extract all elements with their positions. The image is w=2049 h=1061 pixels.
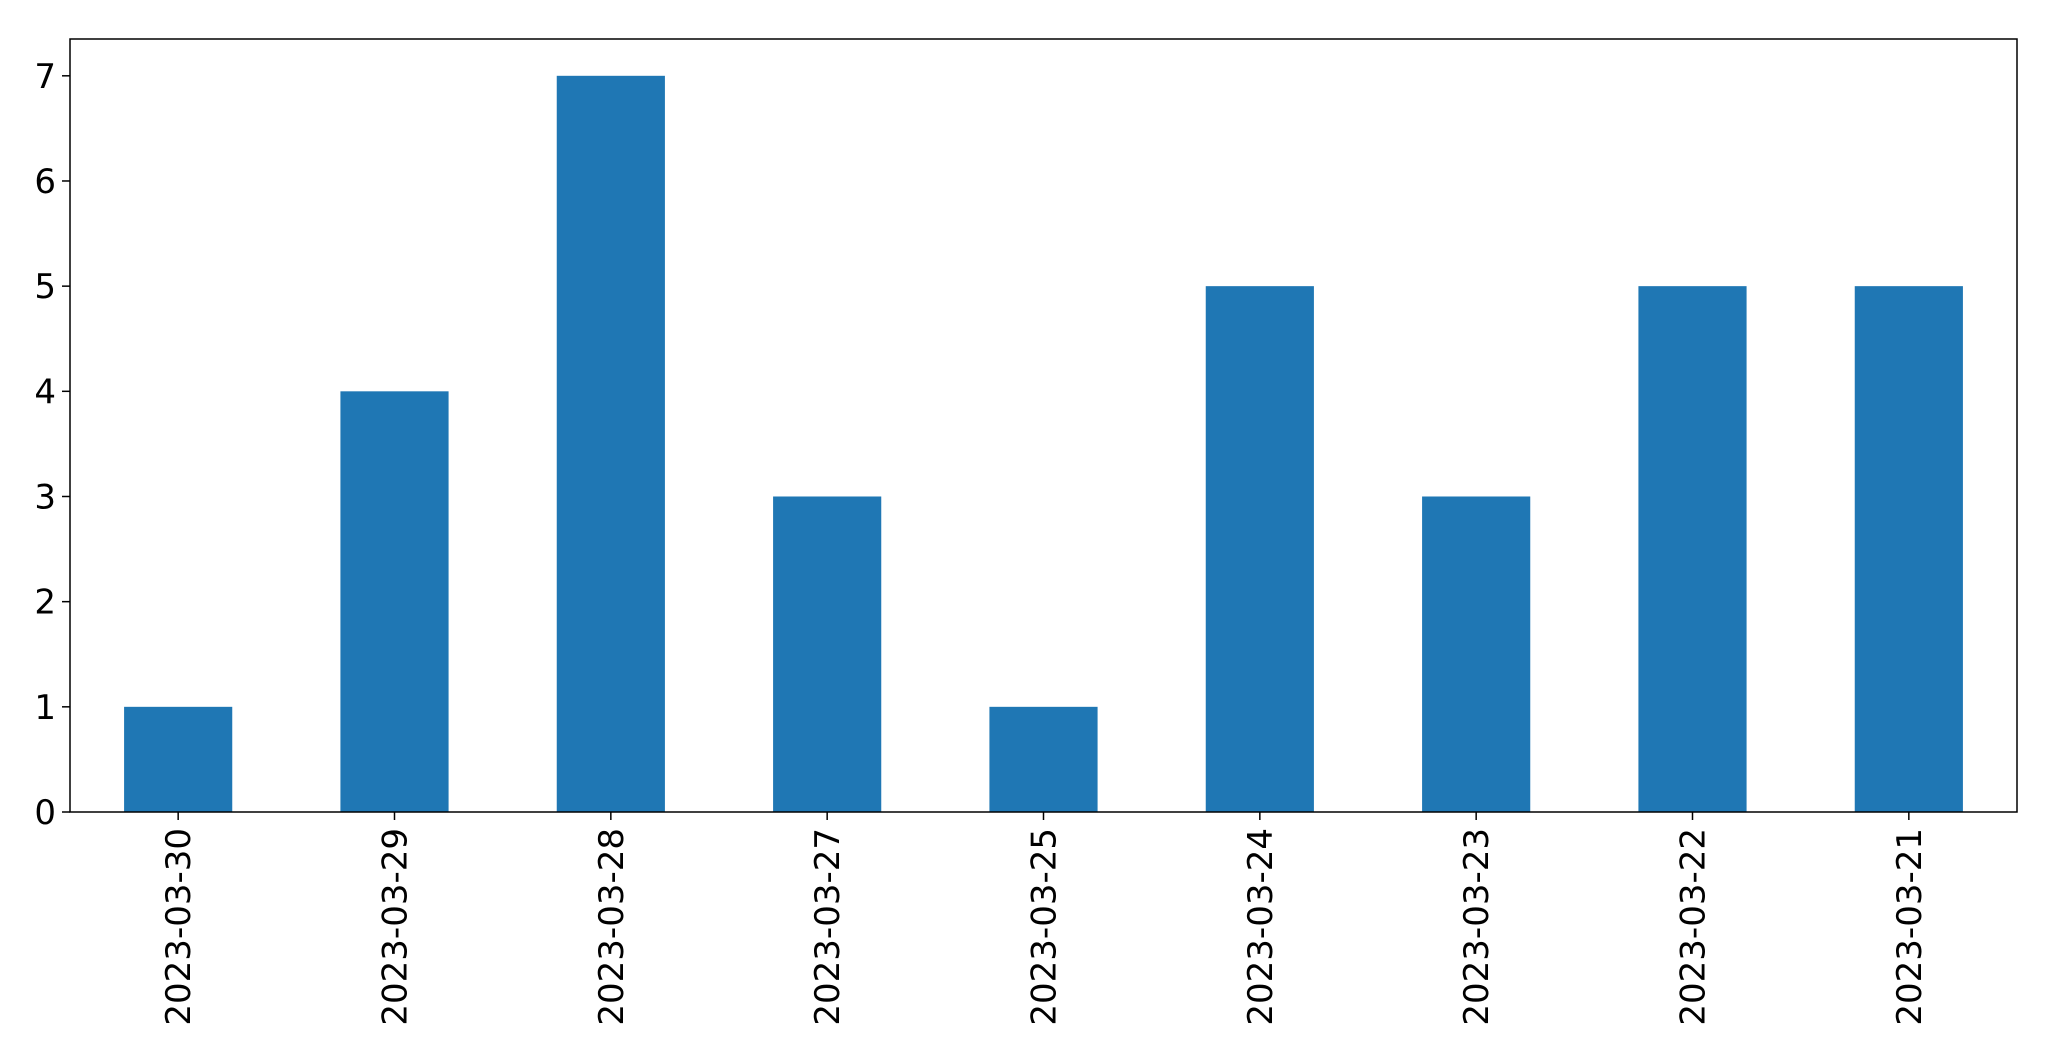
bar-2023-03-24 [1205,286,1314,812]
bar-2023-03-23 [1422,496,1531,812]
y-tick-label: 7 [34,57,56,97]
x-tick-label: 2023-03-25 [1025,828,1065,1026]
bar-2023-03-25 [989,706,1098,812]
y-tick-label: 4 [34,372,56,412]
y-tick-label: 6 [34,162,56,202]
x-tick-label: 2023-03-22 [1674,828,1714,1026]
bar-2023-03-30 [124,706,233,812]
y-tick-label: 0 [34,793,56,833]
x-tick-label: 2023-03-21 [1890,828,1930,1026]
y-tick-label: 2 [34,583,56,623]
bar-2023-03-29 [340,391,449,812]
x-tick-label: 2023-03-24 [1241,828,1281,1026]
bar-2023-03-21 [1854,286,1963,812]
y-tick-label: 5 [34,267,56,307]
bar-2023-03-28 [556,75,665,813]
bar-2023-03-27 [773,496,882,812]
x-tick-label: 2023-03-23 [1457,828,1497,1026]
y-tick-label: 3 [34,477,56,517]
x-tick-label: 2023-03-28 [592,828,632,1026]
plot-frame [69,38,2018,813]
bars-group [124,75,1963,813]
y-axis: 0 1 2 3 4 5 6 7 [34,57,70,833]
x-tick-label: 2023-03-27 [808,828,848,1026]
y-tick-label: 1 [34,688,56,728]
x-axis: 2023-03-30 2023-03-29 2023-03-28 2023-03-27… [159,812,1930,1026]
x-tick-label: 2023-03-30 [159,828,199,1026]
x-tick-label: 2023-03-29 [376,828,416,1026]
bar-2023-03-22 [1638,286,1747,812]
